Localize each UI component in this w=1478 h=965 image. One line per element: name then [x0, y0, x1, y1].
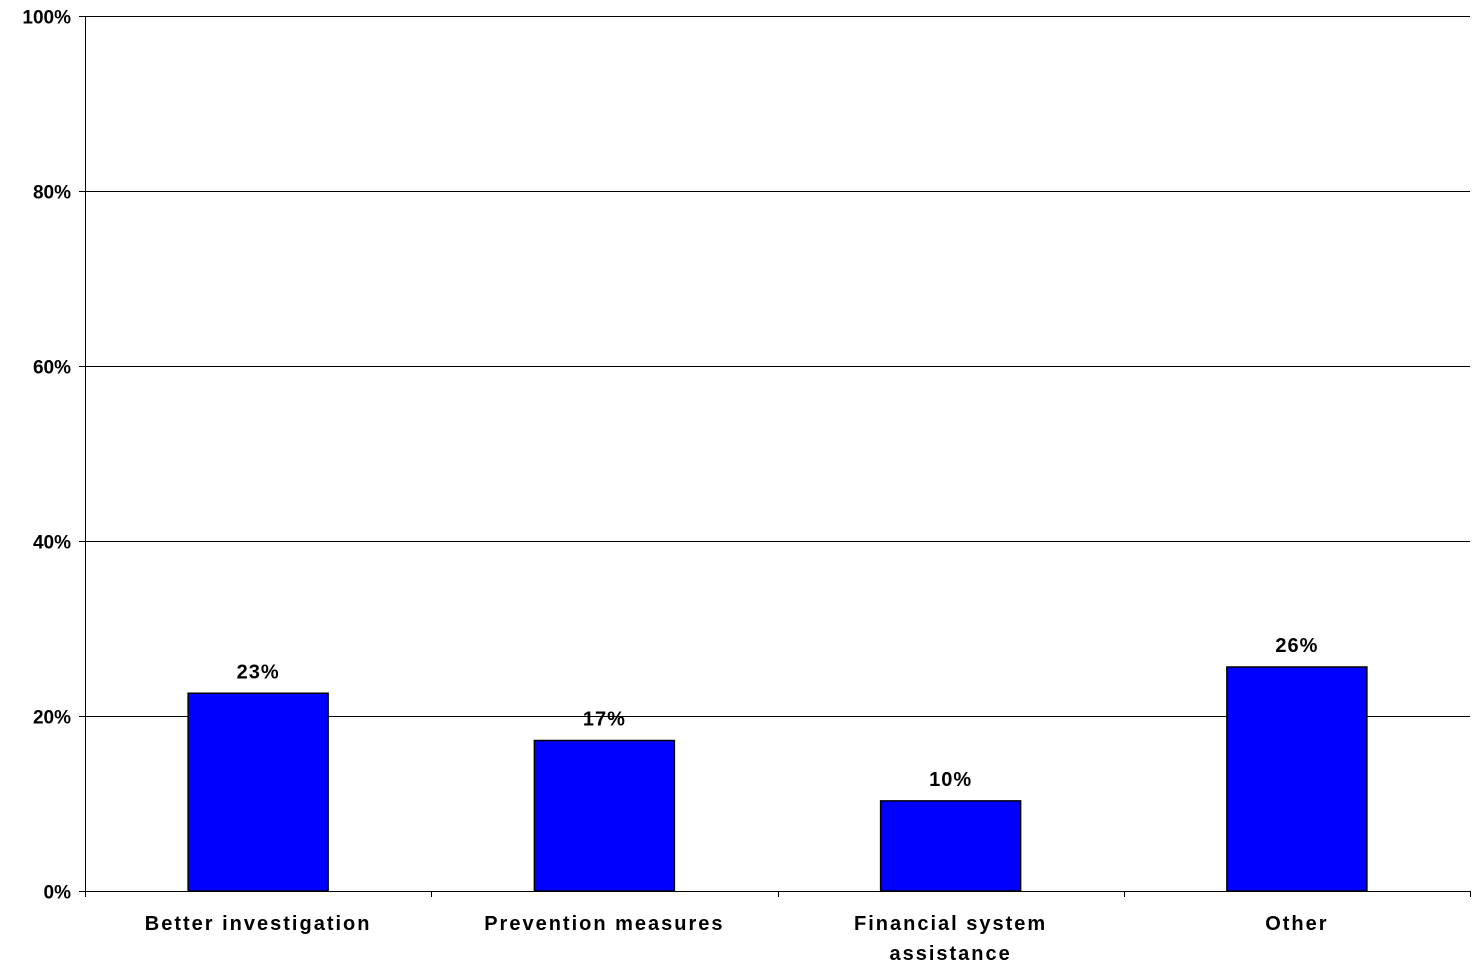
data-label: 26%: [1275, 635, 1318, 657]
x-category-label: Prevention measures: [484, 913, 724, 935]
y-tick-label: 60%: [33, 358, 71, 379]
y-tick-label: 40%: [33, 533, 71, 554]
data-label: 10%: [929, 769, 972, 791]
x-category-label-line: assistance: [889, 943, 1011, 965]
x-category-label-line: Other: [1265, 913, 1328, 935]
x-category-label: Other: [1265, 913, 1328, 935]
bar: [1226, 666, 1368, 892]
x-axis-category-labels: Better investigation Prevention measures F…: [145, 913, 1328, 965]
data-label: 17%: [583, 709, 626, 731]
x-category-label-line: Better investigation: [145, 913, 372, 935]
bar: [879, 800, 1022, 892]
bar: [187, 692, 329, 892]
x-category-label-line: Prevention measures: [484, 913, 724, 935]
bars: [187, 666, 1368, 892]
y-tick-label: 100%: [22, 8, 71, 29]
data-labels: 23% 17% 10% 26%: [237, 635, 1318, 791]
y-axis-tick-labels: 0% 20% 40% 60% 80% 100%: [22, 8, 71, 904]
axes: [79, 16, 1471, 897]
y-tick-label: 20%: [33, 708, 71, 729]
y-tick-label: 80%: [33, 183, 71, 204]
data-label: 23%: [237, 661, 280, 683]
x-category-label-line: Financial system: [854, 913, 1047, 935]
y-tick-label: 0%: [44, 883, 72, 904]
bar: [533, 739, 676, 892]
x-category-label: Better investigation: [145, 913, 372, 935]
x-category-label: Financial system assistance: [854, 913, 1047, 965]
